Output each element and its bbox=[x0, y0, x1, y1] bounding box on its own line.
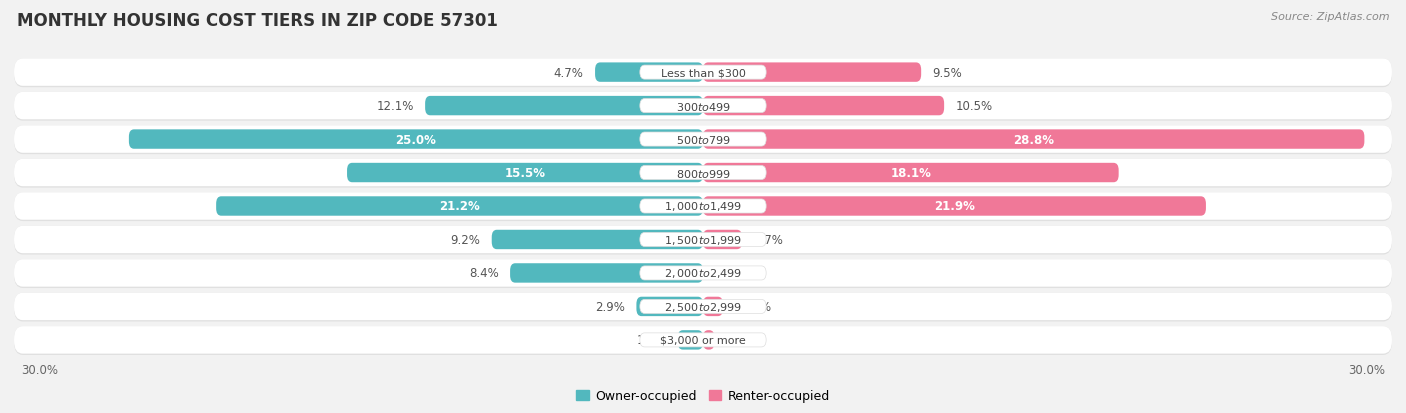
Text: 9.5%: 9.5% bbox=[932, 66, 962, 79]
FancyBboxPatch shape bbox=[703, 230, 742, 249]
FancyBboxPatch shape bbox=[492, 230, 703, 249]
Legend: Owner-occupied, Renter-occupied: Owner-occupied, Renter-occupied bbox=[571, 385, 835, 408]
FancyBboxPatch shape bbox=[14, 93, 1392, 120]
FancyBboxPatch shape bbox=[14, 193, 1392, 221]
Text: 8.4%: 8.4% bbox=[468, 267, 499, 280]
FancyBboxPatch shape bbox=[14, 126, 1392, 153]
Text: 30.0%: 30.0% bbox=[21, 363, 58, 376]
Text: $2,000 to $2,499: $2,000 to $2,499 bbox=[664, 267, 742, 280]
FancyBboxPatch shape bbox=[14, 159, 1392, 187]
FancyBboxPatch shape bbox=[217, 197, 703, 216]
FancyBboxPatch shape bbox=[637, 297, 703, 316]
FancyBboxPatch shape bbox=[640, 99, 766, 113]
FancyBboxPatch shape bbox=[14, 59, 1392, 88]
Text: $2,500 to $2,999: $2,500 to $2,999 bbox=[664, 300, 742, 313]
Text: Source: ZipAtlas.com: Source: ZipAtlas.com bbox=[1271, 12, 1389, 22]
Text: $300 to $499: $300 to $499 bbox=[675, 100, 731, 112]
Text: 0.0%: 0.0% bbox=[714, 267, 744, 280]
Text: 9.2%: 9.2% bbox=[450, 233, 481, 247]
FancyBboxPatch shape bbox=[14, 326, 1392, 354]
FancyBboxPatch shape bbox=[640, 266, 766, 280]
FancyBboxPatch shape bbox=[640, 233, 766, 247]
FancyBboxPatch shape bbox=[510, 263, 703, 283]
FancyBboxPatch shape bbox=[129, 130, 703, 150]
Text: 15.5%: 15.5% bbox=[505, 166, 546, 180]
FancyBboxPatch shape bbox=[425, 97, 703, 116]
Text: $500 to $799: $500 to $799 bbox=[675, 134, 731, 146]
FancyBboxPatch shape bbox=[14, 126, 1392, 155]
Text: 0.87%: 0.87% bbox=[734, 300, 772, 313]
Text: 18.1%: 18.1% bbox=[890, 166, 931, 180]
FancyBboxPatch shape bbox=[595, 63, 703, 83]
Text: $1,000 to $1,499: $1,000 to $1,499 bbox=[664, 200, 742, 213]
Text: 30.0%: 30.0% bbox=[1348, 363, 1385, 376]
Text: 21.9%: 21.9% bbox=[934, 200, 974, 213]
FancyBboxPatch shape bbox=[640, 333, 766, 347]
FancyBboxPatch shape bbox=[640, 199, 766, 214]
FancyBboxPatch shape bbox=[14, 326, 1392, 355]
FancyBboxPatch shape bbox=[640, 66, 766, 80]
Text: $1,500 to $1,999: $1,500 to $1,999 bbox=[664, 233, 742, 247]
FancyBboxPatch shape bbox=[14, 193, 1392, 220]
Text: 4.7%: 4.7% bbox=[554, 66, 583, 79]
FancyBboxPatch shape bbox=[640, 300, 766, 314]
Text: 10.5%: 10.5% bbox=[956, 100, 993, 113]
FancyBboxPatch shape bbox=[14, 159, 1392, 188]
FancyBboxPatch shape bbox=[703, 130, 1364, 150]
Text: 28.8%: 28.8% bbox=[1014, 133, 1054, 146]
Text: 25.0%: 25.0% bbox=[395, 133, 436, 146]
FancyBboxPatch shape bbox=[14, 293, 1392, 320]
FancyBboxPatch shape bbox=[703, 164, 1119, 183]
FancyBboxPatch shape bbox=[14, 293, 1392, 322]
FancyBboxPatch shape bbox=[703, 97, 945, 116]
FancyBboxPatch shape bbox=[14, 226, 1392, 255]
Text: MONTHLY HOUSING COST TIERS IN ZIP CODE 57301: MONTHLY HOUSING COST TIERS IN ZIP CODE 5… bbox=[17, 12, 498, 30]
Text: 2.9%: 2.9% bbox=[595, 300, 624, 313]
FancyBboxPatch shape bbox=[703, 63, 921, 83]
FancyBboxPatch shape bbox=[14, 93, 1392, 121]
FancyBboxPatch shape bbox=[14, 260, 1392, 287]
FancyBboxPatch shape bbox=[640, 166, 766, 180]
Text: $800 to $999: $800 to $999 bbox=[675, 167, 731, 179]
FancyBboxPatch shape bbox=[347, 164, 703, 183]
FancyBboxPatch shape bbox=[640, 133, 766, 147]
FancyBboxPatch shape bbox=[14, 260, 1392, 288]
FancyBboxPatch shape bbox=[678, 330, 703, 350]
FancyBboxPatch shape bbox=[703, 197, 1206, 216]
Text: 1.1%: 1.1% bbox=[637, 334, 666, 347]
Text: 21.2%: 21.2% bbox=[439, 200, 479, 213]
FancyBboxPatch shape bbox=[703, 330, 714, 350]
Text: 0.5%: 0.5% bbox=[725, 334, 755, 347]
Text: 12.1%: 12.1% bbox=[377, 100, 413, 113]
FancyBboxPatch shape bbox=[14, 226, 1392, 254]
Text: 1.7%: 1.7% bbox=[754, 233, 783, 247]
Text: Less than $300: Less than $300 bbox=[661, 68, 745, 78]
FancyBboxPatch shape bbox=[703, 297, 723, 316]
Text: $3,000 or more: $3,000 or more bbox=[661, 335, 745, 345]
FancyBboxPatch shape bbox=[14, 59, 1392, 87]
